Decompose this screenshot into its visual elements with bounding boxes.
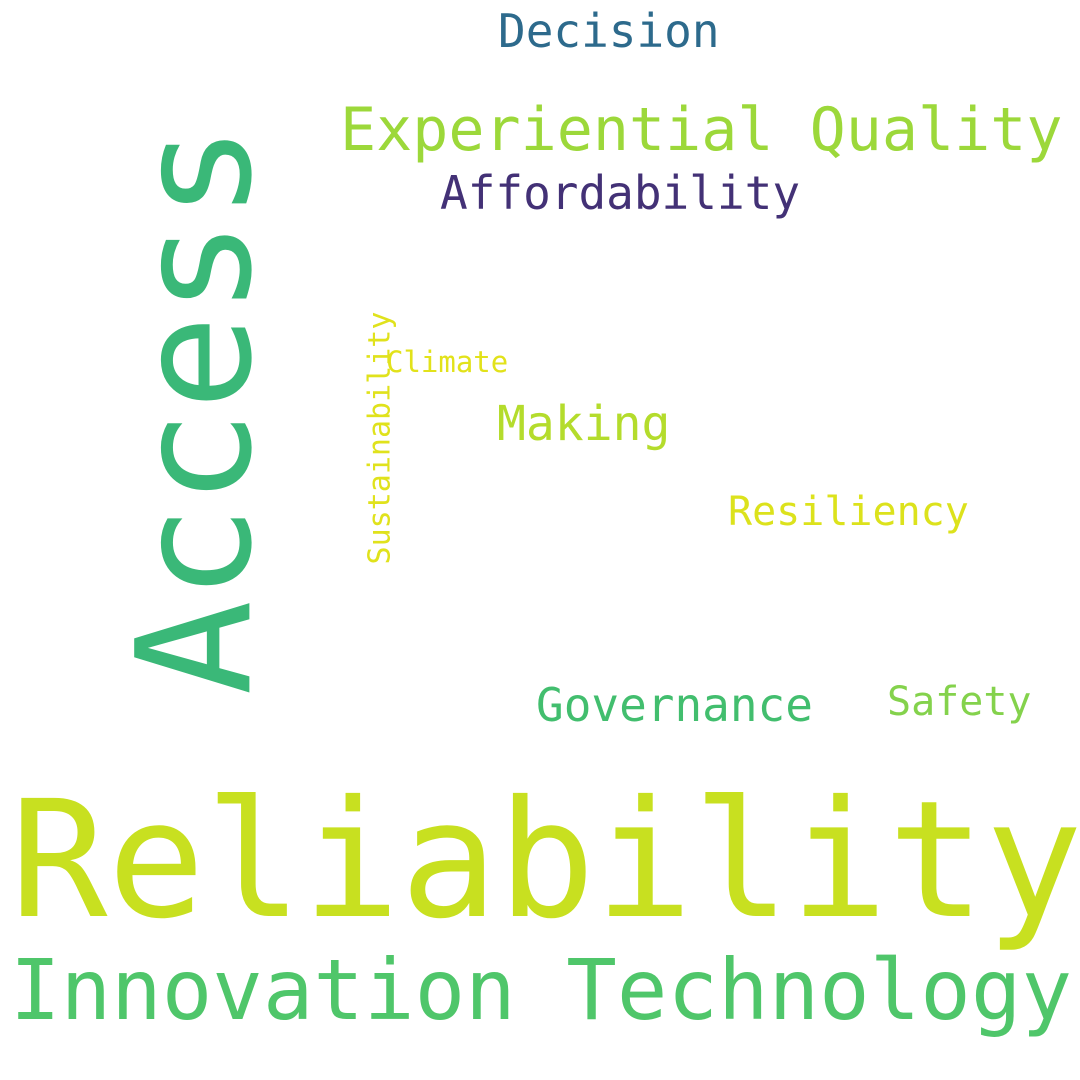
word-making: Making [497,396,671,452]
word-governance: Governance [536,678,813,732]
word-decision: Decision [498,4,720,58]
word-experiential-quality: Experiential Quality [340,95,1063,165]
word-resiliency: Resiliency [728,489,969,535]
word-sustainability: Sustainability [362,311,398,565]
word-climate: Climate [386,345,509,379]
word-access: Access [103,124,288,696]
word-reliability: Reliability [10,767,1080,955]
word-innovation-technology: Innovation Technology [10,941,1073,1039]
word-affordability: Affordability [440,166,801,220]
word-safety: Safety [887,679,1032,725]
